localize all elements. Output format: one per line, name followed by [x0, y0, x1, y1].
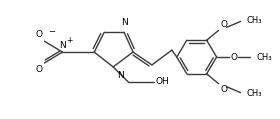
Text: CH₃: CH₃ — [246, 16, 262, 25]
Text: OH: OH — [156, 77, 170, 86]
Text: N: N — [117, 71, 124, 80]
Text: O: O — [221, 20, 228, 29]
Text: N: N — [121, 18, 127, 27]
Text: O: O — [36, 30, 43, 39]
Text: CH₃: CH₃ — [246, 89, 262, 98]
Text: −: − — [48, 27, 55, 36]
Text: O: O — [230, 52, 237, 62]
Text: O: O — [36, 65, 43, 74]
Text: +: + — [66, 36, 73, 45]
Text: N: N — [59, 41, 66, 50]
Text: CH₃: CH₃ — [256, 52, 272, 62]
Text: O: O — [221, 85, 228, 94]
